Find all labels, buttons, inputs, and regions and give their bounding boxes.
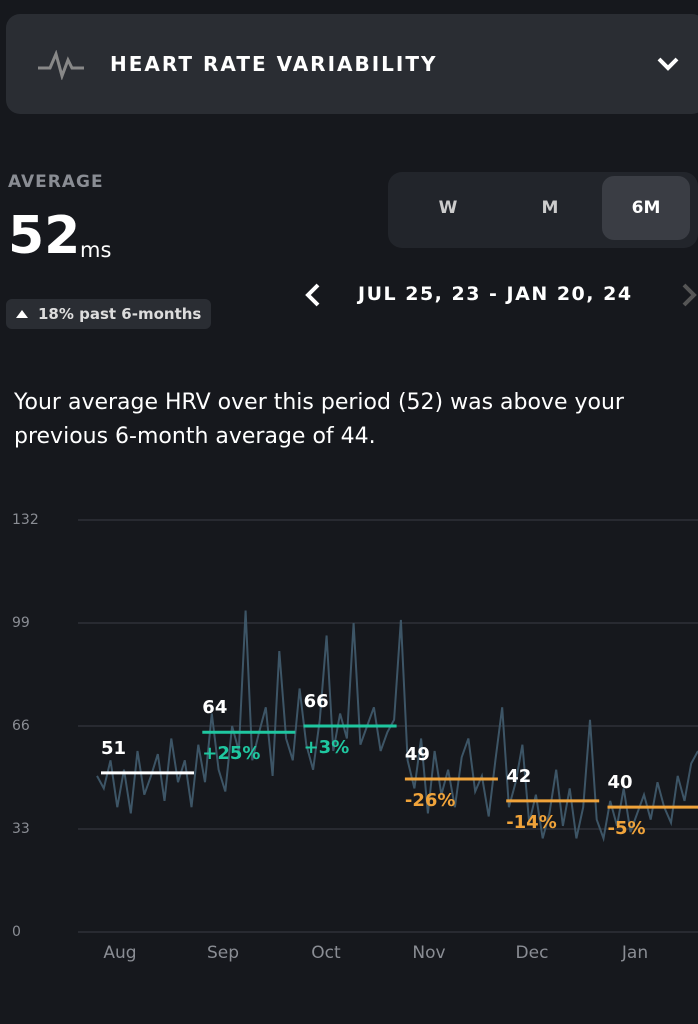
y-tick-label: 66 (12, 718, 30, 734)
x-tick-label: Nov (412, 943, 445, 963)
y-tick-label: 33 (12, 821, 30, 837)
monthly-value: 64 (202, 697, 227, 718)
average-unit: ms (80, 238, 112, 262)
monthly-change: +25% (202, 743, 260, 764)
y-tick-label: 0 (12, 924, 21, 940)
tab[interactable]: M (541, 198, 559, 218)
x-tick-label: Jan (621, 943, 648, 963)
change-badge: 18% past 6-months (6, 299, 212, 329)
header-card[interactable]: HEART RATE VARIABILITY (6, 14, 698, 114)
monthly-value: 66 (304, 691, 329, 712)
chart: 0 33 66 99 132 Aug Sep Oct Nov Dec Jan 51 64 +25% 66 +3… (12, 512, 698, 963)
next-arrow[interactable] (678, 282, 698, 308)
change-text: 18% past 6-months (38, 305, 202, 323)
monthly-change: -14% (506, 812, 557, 833)
monthly-value: 42 (506, 766, 531, 787)
dropdown-chevron[interactable] (656, 54, 680, 74)
x-tick-label: Oct (311, 943, 341, 963)
prev-arrow[interactable] (302, 282, 324, 308)
description: Your average HRV over this period (52) w… (14, 390, 624, 449)
monthly-value: 51 (101, 738, 126, 759)
x-tick-label: Dec (516, 943, 549, 963)
tab[interactable]: 6M (602, 176, 690, 240)
x-tick-label: Aug (103, 943, 136, 963)
tab[interactable]: W (438, 198, 458, 218)
average-label: AVERAGE (8, 172, 104, 192)
hrv-icon (38, 50, 84, 80)
average-value: 52 (8, 206, 81, 266)
date-range: JUL 25, 23 - JAN 20, 24 (358, 283, 633, 305)
monthly-value: 40 (608, 772, 633, 793)
monthly-change: -26% (405, 790, 456, 811)
hrv-line (96, 610, 698, 843)
tab-bar: W M 6M (388, 172, 698, 248)
header-title: HEART RATE VARIABILITY (110, 52, 438, 76)
y-tick-label: 99 (12, 615, 30, 631)
up-triangle (16, 310, 28, 318)
monthly-change: +3% (304, 737, 350, 758)
x-tick-label: Sep (207, 943, 239, 963)
monthly-change: -5% (608, 818, 646, 839)
monthly-value: 49 (405, 744, 430, 765)
y-tick-label: 132 (12, 512, 39, 528)
